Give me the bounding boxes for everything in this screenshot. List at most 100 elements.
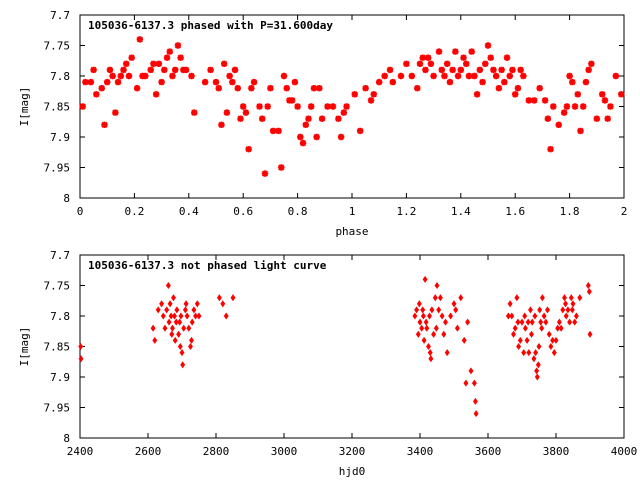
phased-data-point (250, 78, 258, 86)
unphased-data-point (444, 349, 450, 357)
unphased-data-point (585, 281, 591, 290)
unphased-data-point (416, 300, 422, 308)
unphased-data-point (441, 330, 447, 338)
unphased-data-point (177, 342, 183, 351)
unphased-x-tick-label: 3000 (271, 445, 298, 458)
phased-data-point (280, 72, 288, 80)
phased-data-point (444, 60, 451, 67)
unphased-data-point (180, 361, 186, 369)
phased-data-point (531, 97, 538, 104)
phased-chart: 0 0.2 0.4 0.6 0.8 1 1.2 1.4 1.6 1.8 2 7.7 7.75 7.8 7.8… (18, 9, 627, 238)
phased-data-point (550, 103, 557, 110)
unphased-data-point (550, 336, 556, 344)
phased-data-point (503, 54, 511, 61)
unphased-data-point (189, 336, 194, 344)
phased-data-point (351, 91, 358, 98)
phased-chart-title: 105036-6137.3 phased with P=31.600day (88, 19, 333, 32)
phased-data-point (438, 66, 445, 74)
phased-data-point (563, 103, 571, 110)
phased-data-point (177, 54, 184, 61)
unphased-y-tick-label: 7.8 (50, 310, 70, 323)
unphased-data-point (164, 306, 170, 314)
unphased-data-point (223, 312, 229, 320)
unphased-data-point (166, 318, 172, 326)
unphased-x-tick-label: 3800 (543, 445, 570, 458)
unphased-data-point (522, 324, 528, 332)
phased-data-point (79, 103, 86, 110)
unphased-data-point (514, 294, 520, 302)
unphased-data-point (434, 281, 440, 290)
phased-x-tick-label: 1.2 (396, 205, 416, 218)
phased-data-point (297, 133, 304, 141)
unphased-data-point (421, 336, 427, 344)
phased-data-point (240, 103, 247, 110)
phased-data-point (172, 66, 179, 74)
unphased-data-point (165, 281, 171, 290)
phased-data-point (430, 72, 437, 80)
unphased-data-point (521, 349, 527, 357)
phased-data-point (136, 36, 144, 43)
phased-data-point (560, 109, 568, 116)
phased-x-axis-label: phase (335, 225, 368, 238)
phased-data-point (275, 127, 282, 135)
unphased-data-point (152, 336, 158, 344)
unphased-data-point (512, 324, 518, 332)
unphased-x-tick-label: 3200 (339, 445, 366, 458)
unphased-data-point (454, 324, 460, 332)
unphased-data-point (535, 361, 541, 369)
unphased-data-point (461, 336, 467, 344)
unphased-data-point (529, 330, 534, 338)
unphased-data-point (181, 324, 187, 332)
unphased-data-point (577, 294, 583, 302)
phased-data-point (117, 72, 124, 80)
unphased-data-point (529, 318, 535, 326)
unphased-x-tick-label: 4000 (611, 445, 638, 458)
unphased-data-point (443, 318, 448, 326)
phased-data-point (125, 72, 133, 80)
phased-data-point (229, 78, 236, 86)
unphased-data-point (414, 306, 420, 314)
unphased-data-point (528, 306, 533, 314)
phased-data-point (318, 115, 326, 122)
unphased-data-point (415, 330, 421, 338)
phased-data-point (226, 72, 233, 80)
phased-data-point (397, 72, 405, 80)
unphased-data-point (426, 342, 431, 351)
phased-data-point (218, 121, 225, 128)
phased-data-point (414, 85, 421, 92)
phased-x-tick-label: 0 (77, 205, 84, 218)
phased-data-point (267, 85, 274, 92)
phased-data-point (367, 97, 375, 104)
unphased-data-point (453, 306, 459, 314)
phased-data-point (612, 72, 620, 80)
unphased-data-point (509, 312, 515, 320)
unphased-data-point (448, 312, 454, 320)
phased-data-point (479, 78, 486, 86)
unphased-data-point (431, 330, 437, 338)
phased-data-point (316, 85, 323, 92)
phased-data-point (313, 133, 320, 141)
phased-y-tick-label: 7.85 (44, 101, 71, 114)
phased-data-point (87, 78, 95, 86)
unphased-data-point (169, 330, 175, 338)
unphased-data-point (563, 312, 569, 320)
phased-data-point (449, 66, 456, 74)
phased-x-tick-label: 1 (349, 205, 356, 218)
phased-data-point (525, 97, 532, 104)
phased-data-point (158, 78, 165, 86)
phased-x-tick-label: 0.4 (179, 205, 199, 218)
phased-data-point (441, 72, 448, 80)
unphased-data-point (417, 318, 423, 326)
phased-data-point (492, 72, 500, 80)
unphased-data-point (534, 367, 540, 375)
phased-data-point (427, 60, 435, 67)
phased-data-point (223, 109, 231, 116)
unphased-data-point (424, 324, 430, 332)
phased-data-point (593, 115, 600, 122)
unphased-data-point (194, 300, 200, 308)
unphased-data-point (191, 306, 197, 314)
phased-data-point (259, 115, 266, 122)
unphased-data-point (505, 312, 511, 320)
phased-data-point (188, 72, 195, 80)
